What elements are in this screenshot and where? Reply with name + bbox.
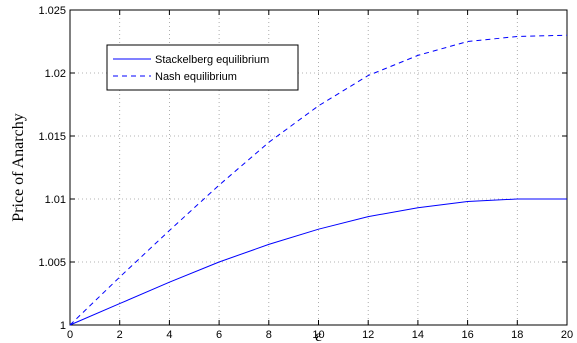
x-tick-label: 8 bbox=[266, 329, 272, 341]
x-tick-label: 16 bbox=[461, 329, 473, 341]
x-tick-label: 12 bbox=[362, 329, 374, 341]
y-tick-label: 1 bbox=[60, 320, 66, 332]
x-tick-label: 4 bbox=[166, 329, 172, 341]
y-tick-label: 1.015 bbox=[38, 131, 66, 143]
x-tick-label: 18 bbox=[511, 329, 523, 341]
legend: Stackelberg equilibrium Nash equilibrium bbox=[106, 44, 299, 91]
x-tick-label: 14 bbox=[412, 329, 424, 341]
x-axis: 0 2 4 6 8 10 12 14 16 18 20 bbox=[67, 10, 573, 341]
y-axis-label: Price of Anarchy bbox=[10, 113, 27, 221]
y-tick-label: 1.005 bbox=[38, 257, 66, 269]
series-group bbox=[69, 34, 568, 326]
x-tick-label: 2 bbox=[117, 329, 123, 341]
x-tick-label: 10 bbox=[312, 329, 324, 341]
y-axis: 1 1.005 1.01 1.015 1.02 1.025 bbox=[38, 5, 567, 332]
x-tick-label: 6 bbox=[216, 329, 222, 341]
y-tick-label: 1.01 bbox=[45, 194, 66, 206]
x-tick-label: 0 bbox=[67, 329, 73, 341]
series-line-stackelberg bbox=[69, 198, 567, 326]
x-tick-label: 20 bbox=[561, 329, 573, 341]
y-tick-label: 1.02 bbox=[45, 68, 66, 80]
legend-box bbox=[106, 44, 299, 91]
legend-label-stackelberg: Stackelberg equilibrium bbox=[155, 54, 269, 66]
legend-label-nash: Nash equilibrium bbox=[155, 71, 237, 83]
y-tick-label: 1.025 bbox=[38, 5, 66, 17]
x-axis-label: ε bbox=[315, 328, 322, 343]
